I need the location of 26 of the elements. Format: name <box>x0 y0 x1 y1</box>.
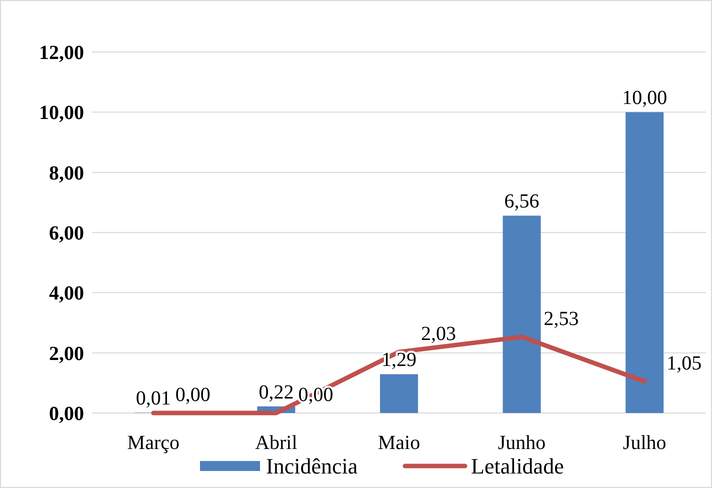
x-tick-label: Abril <box>255 432 298 454</box>
y-tick-label: 4,00 <box>49 282 84 305</box>
legend-label: Letalidade <box>471 454 564 479</box>
y-tick-label: 8,00 <box>49 162 84 184</box>
legend-label: Incidência <box>266 454 358 479</box>
y-tick-label: 0,00 <box>49 403 84 425</box>
data-label: 0,22 <box>258 381 294 404</box>
x-tick-label: Junho <box>498 432 546 454</box>
data-label: 2,53 <box>544 308 579 330</box>
data-label: 1,29 <box>382 349 416 372</box>
bar <box>626 112 664 413</box>
data-label: 0,00 <box>175 384 210 406</box>
data-label: 6,56 <box>504 190 540 213</box>
x-tick-label: Julho <box>622 432 666 454</box>
data-label: 1,05 <box>666 352 702 374</box>
y-tick-label: 12,00 <box>39 42 84 64</box>
y-tick-label: 10,00 <box>39 102 84 124</box>
bar <box>502 216 541 413</box>
y-tick-label: 6,00 <box>49 222 84 244</box>
bar <box>380 374 418 413</box>
data-label: 2,03 <box>421 322 456 345</box>
data-label: 0,01 <box>136 388 171 410</box>
y-tick-label: 2,00 <box>49 342 84 365</box>
x-tick-label: Maio <box>378 432 420 454</box>
x-tick-label: Março <box>127 432 180 454</box>
data-label: 10,00 <box>622 87 668 110</box>
